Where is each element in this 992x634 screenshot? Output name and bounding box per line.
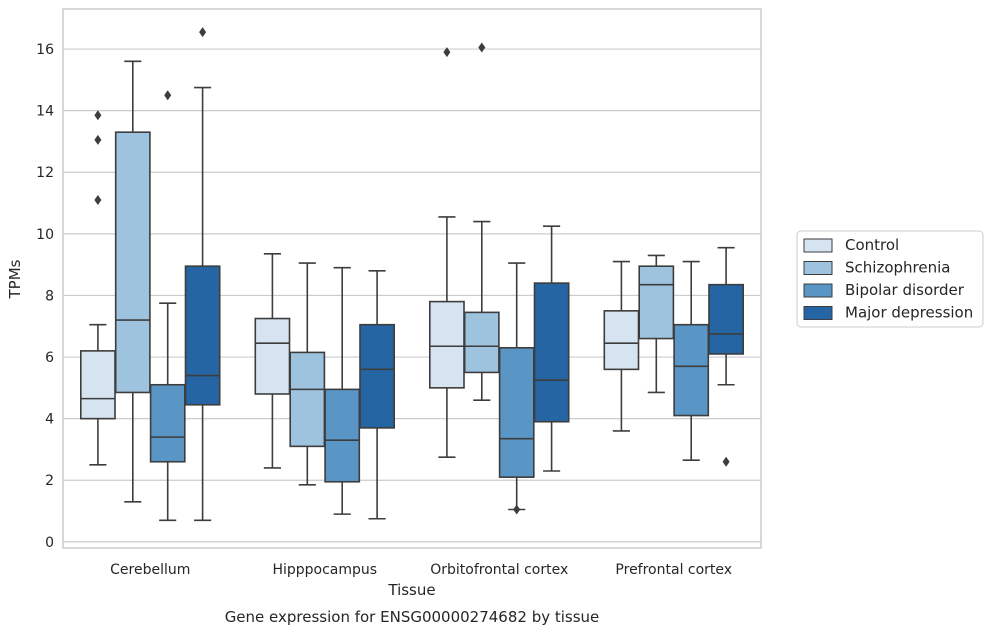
legend-entry-label: Major depression <box>845 304 973 322</box>
box-body <box>149 383 186 463</box>
y-tick-label: 4 <box>45 412 54 428</box>
chart-caption: Gene expression for ENSG00000274682 by t… <box>225 608 600 626</box>
legend-frame <box>796 230 984 328</box>
box-body <box>114 131 151 394</box>
box-body <box>254 317 291 395</box>
box-major-depression <box>184 27 221 522</box>
y-tick-label: 0 <box>45 535 54 551</box>
box-body <box>289 351 326 448</box>
box-control <box>603 260 640 432</box>
box-body <box>428 300 465 389</box>
y-tick-label: 6 <box>45 350 54 366</box>
box-major-depression <box>359 269 396 520</box>
y-tick-label: 12 <box>36 165 54 181</box>
outlier-point <box>94 134 102 145</box>
x-tick-labels: Cerebellum Hipppocampus Orbitofrontal cort… <box>110 562 732 578</box>
box-body <box>79 350 116 420</box>
x-tick-label: Orbitofrontal cortex <box>430 562 568 578</box>
plot-frame <box>62 8 762 549</box>
legend-swatch <box>803 283 833 298</box>
box-body <box>603 310 640 371</box>
y-tick-label: 2 <box>45 473 54 489</box>
y-tick-label: 14 <box>36 104 54 120</box>
y-tick-label: 8 <box>45 288 54 304</box>
legend-entry-label: Bipolar disorder <box>845 281 965 299</box>
box-major-depression <box>708 246 745 467</box>
legend-entry-label: Control <box>845 236 899 254</box>
y-axis-label: TPMs <box>6 259 24 299</box>
outlier-point <box>443 47 451 58</box>
box-bipolar-disorder <box>149 90 186 522</box>
y-tick-label: 10 <box>36 227 54 243</box>
box-bipolar-disorder <box>673 260 710 462</box>
legend-swatch <box>803 238 833 253</box>
box-schizophrenia <box>114 60 151 503</box>
x-tick-label: Cerebellum <box>110 562 190 578</box>
outlier-point <box>513 504 521 515</box>
box-control <box>428 47 465 458</box>
box-major-depression <box>533 225 570 472</box>
outlier-point <box>94 194 102 205</box>
outlier-point <box>199 27 207 38</box>
x-axis-label: Tissue <box>387 581 435 599</box>
y-tick-labels: 0 2 4 6 8 10 12 14 16 <box>36 42 54 551</box>
box-bipolar-disorder <box>498 262 535 515</box>
box-schizophrenia <box>463 42 500 401</box>
box-body <box>498 346 535 478</box>
legend-swatch <box>803 261 833 275</box>
legend: Control Schizophrenia Bipolar disorder Majo… <box>796 230 984 328</box>
box-schizophrenia <box>638 254 675 394</box>
x-tick-label: Hipppocampus <box>272 562 377 578</box>
y-tick-label: 16 <box>36 42 54 58</box>
legend-entry-label: Schizophrenia <box>845 259 950 277</box>
outlier-point <box>164 90 172 101</box>
box-body <box>708 283 745 355</box>
outlier-point <box>722 456 730 467</box>
outlier-point <box>478 42 486 53</box>
box-body <box>324 388 361 483</box>
box-body <box>359 323 396 429</box>
box-body <box>184 265 221 406</box>
box-body <box>533 282 570 423</box>
box-control <box>254 253 291 469</box>
box-body <box>638 265 675 340</box>
box-bipolar-disorder <box>324 266 361 515</box>
box-layer <box>79 27 745 522</box>
x-tick-label: Prefrontal cortex <box>615 562 732 578</box>
box-body <box>463 311 500 374</box>
box-control <box>79 110 116 466</box>
outlier-point <box>94 110 102 121</box>
box-schizophrenia <box>289 262 326 486</box>
legend-swatch <box>803 306 833 320</box>
box-body <box>673 323 710 417</box>
